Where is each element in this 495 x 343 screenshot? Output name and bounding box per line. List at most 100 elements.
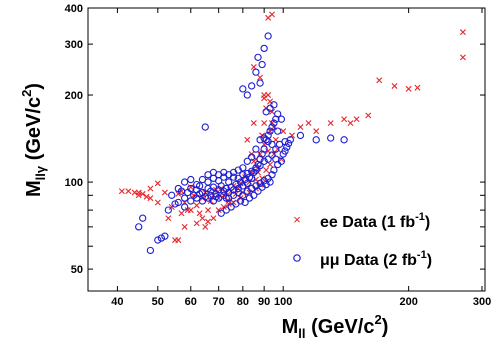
data-point-mumu	[187, 175, 195, 184]
y-tick-label: 300	[65, 39, 83, 51]
data-point-mumu	[260, 157, 268, 165]
data-point-ee	[405, 85, 412, 92]
data-point-mumu	[243, 179, 251, 187]
x-tick-label: 200	[399, 296, 417, 308]
y-axis-title: Mllγ (GeV/c2)	[19, 83, 48, 197]
data-point-ee	[267, 128, 274, 135]
series-mumu	[135, 32, 348, 255]
legend-label-ee: ee Data (1 fb-1)	[320, 211, 430, 231]
data-point-mumu	[236, 197, 245, 205]
data-point-mumu	[248, 153, 256, 161]
data-point-mumu	[225, 178, 233, 186]
y-axis-title-close: )	[23, 83, 45, 90]
data-point-ee	[178, 210, 185, 217]
data-point-ee	[154, 180, 161, 187]
data-point-mumu	[268, 151, 276, 159]
x-axis-title-main: M	[282, 316, 299, 338]
data-point-ee	[269, 108, 276, 115]
data-point-ee	[459, 29, 466, 36]
data-point-mumu	[164, 206, 172, 214]
y-tick-label: 400	[65, 3, 83, 15]
data-point-ee	[205, 207, 212, 214]
data-point-mumu	[241, 198, 249, 207]
x-tick-label: 80	[237, 296, 249, 308]
x-axis-title-close: )	[382, 316, 389, 338]
data-point-mumu	[222, 194, 230, 202]
data-point-mumu	[204, 171, 212, 179]
data-point-mumu	[270, 101, 278, 109]
data-point-ee	[193, 220, 200, 227]
data-point-ee	[280, 128, 287, 135]
data-point-mumu	[258, 60, 266, 69]
data-point-ee	[261, 95, 268, 102]
data-point-mumu	[252, 68, 260, 76]
data-point-ee	[244, 136, 251, 143]
data-point-mumu	[266, 127, 274, 135]
legend-label-mumu-name: μμ Data (2 fb	[320, 252, 417, 269]
data-point-ee	[165, 215, 172, 222]
data-point-ee	[414, 84, 421, 91]
data-point-mumu	[272, 155, 280, 163]
x-axis-title-sup: 2	[374, 312, 381, 327]
data-point-mumu	[256, 161, 264, 170]
data-point-mumu	[281, 147, 289, 155]
data-point-mumu	[243, 169, 251, 178]
data-point-mumu	[274, 110, 282, 118]
data-point-ee	[139, 190, 146, 197]
x-axis-title-sub: ll	[298, 326, 305, 341]
data-point-mumu	[239, 171, 247, 179]
x-tick-label: 60	[185, 296, 197, 308]
data-point-mumu	[268, 123, 276, 131]
data-point-ee	[178, 188, 185, 195]
data-point-mumu	[180, 203, 189, 211]
data-point-ee	[161, 189, 168, 196]
data-point-ee	[196, 210, 203, 217]
data-point-mumu	[207, 191, 215, 199]
data-point-mumu	[260, 44, 268, 53]
legend-label-ee-sup: -1	[415, 211, 425, 223]
data-point-ee	[250, 120, 257, 127]
data-point-mumu	[260, 134, 268, 142]
data-point-mumu	[193, 180, 201, 189]
y-axis-title-sup: 2	[19, 90, 34, 97]
data-point-mumu	[139, 214, 147, 222]
data-point-ee	[353, 116, 360, 123]
data-point-ee	[181, 223, 188, 230]
data-point-mumu	[201, 123, 209, 131]
data-point-mumu	[217, 209, 225, 217]
data-point-ee	[267, 98, 274, 105]
y-axis-title-unit: (GeV/c	[23, 97, 45, 166]
data-point-ee	[269, 11, 276, 18]
data-point-mumu	[250, 191, 258, 199]
data-point-ee	[135, 189, 142, 196]
data-point-mumu	[195, 190, 204, 198]
legend-item-mumu: μμ Data (2 fb-1)	[293, 249, 432, 269]
data-point-mumu	[254, 187, 262, 195]
y-tick-label: 50	[71, 264, 83, 276]
legend-marker-mumu	[293, 254, 301, 262]
data-point-mumu	[204, 178, 212, 186]
data-point-mumu	[260, 145, 268, 153]
legend-label-ee-name: ee Data (1 fb	[320, 214, 415, 231]
data-point-ee	[313, 128, 320, 135]
legend: × ee Data (1 fb-1) μμ Data (2 fb-1)	[293, 211, 432, 269]
data-point-ee	[147, 195, 154, 202]
data-point-mumu	[270, 119, 278, 127]
x-tick-label: 40	[111, 296, 123, 308]
data-point-ee	[365, 112, 372, 119]
data-point-mumu	[180, 194, 189, 202]
legend-label-ee-close: )	[425, 214, 430, 231]
legend-label-mumu-sup: -1	[417, 249, 427, 261]
x-tick-label: 50	[152, 296, 164, 308]
data-point-mumu	[284, 139, 293, 148]
data-point-mumu	[277, 115, 286, 123]
data-point-mumu	[312, 136, 320, 144]
data-point-mumu	[180, 178, 189, 186]
data-point-mumu	[135, 223, 143, 231]
data-point-mumu	[264, 174, 272, 183]
data-point-mumu	[252, 145, 260, 153]
data-point-mumu	[252, 164, 260, 172]
data-point-mumu	[340, 136, 348, 144]
data-point-mumu	[256, 79, 264, 87]
data-point-mumu	[168, 191, 176, 199]
